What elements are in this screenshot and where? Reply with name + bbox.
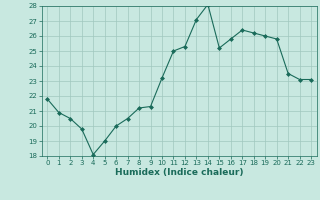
X-axis label: Humidex (Indice chaleur): Humidex (Indice chaleur) xyxy=(115,168,244,177)
